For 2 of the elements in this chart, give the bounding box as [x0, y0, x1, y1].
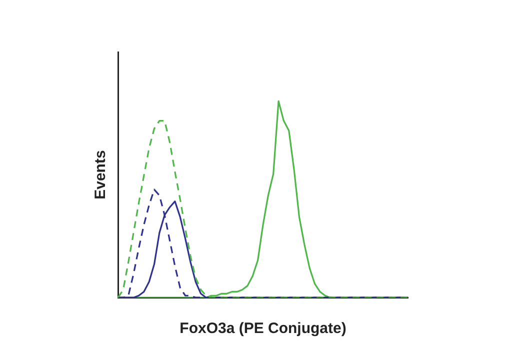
x-axis-title: FoxO3a (PE Conjugate)	[180, 320, 346, 338]
y-axis-title: Events	[92, 150, 110, 200]
